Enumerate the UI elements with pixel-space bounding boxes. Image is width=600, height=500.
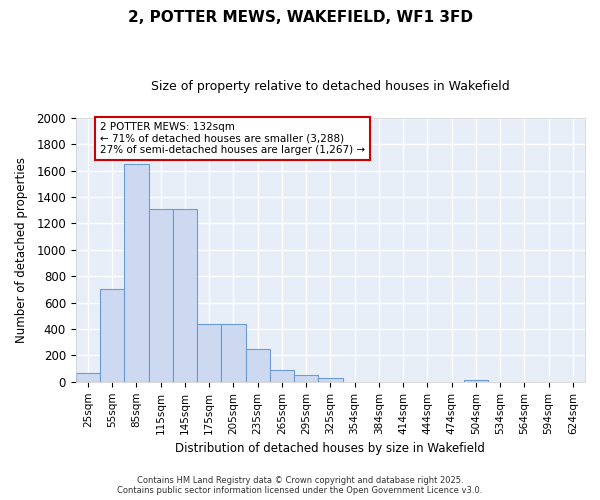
Bar	[149, 209, 173, 382]
Bar	[245, 349, 270, 382]
X-axis label: Distribution of detached houses by size in Wakefield: Distribution of detached houses by size …	[175, 442, 485, 455]
Bar	[173, 209, 197, 382]
Bar	[76, 373, 100, 382]
Bar	[100, 290, 124, 382]
Text: Contains HM Land Registry data © Crown copyright and database right 2025.
Contai: Contains HM Land Registry data © Crown c…	[118, 476, 482, 495]
Text: 2 POTTER MEWS: 132sqm
← 71% of detached houses are smaller (3,288)
27% of semi-d: 2 POTTER MEWS: 132sqm ← 71% of detached …	[100, 122, 365, 155]
Title: Size of property relative to detached houses in Wakefield: Size of property relative to detached ho…	[151, 80, 510, 93]
Text: 2, POTTER MEWS, WAKEFIELD, WF1 3FD: 2, POTTER MEWS, WAKEFIELD, WF1 3FD	[128, 10, 473, 25]
Bar	[270, 370, 294, 382]
Bar	[124, 164, 149, 382]
Bar	[318, 378, 343, 382]
Bar	[221, 324, 245, 382]
Bar	[197, 324, 221, 382]
Y-axis label: Number of detached properties: Number of detached properties	[15, 157, 28, 343]
Bar	[464, 380, 488, 382]
Bar	[294, 374, 318, 382]
